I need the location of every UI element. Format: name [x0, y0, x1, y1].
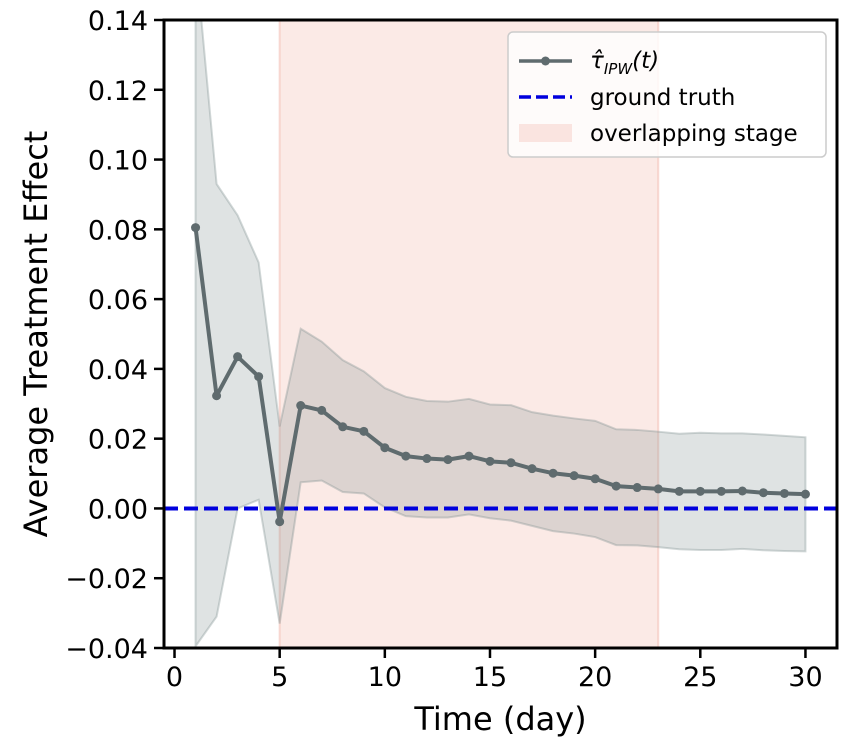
- legend-tau-label: τ̂IPW(t): [590, 48, 659, 78]
- tau-ipw-point: [275, 517, 285, 527]
- tau-ipw-point: [506, 458, 516, 468]
- tau-ipw-point: [401, 451, 411, 461]
- x-tick-label: 25: [683, 662, 717, 693]
- x-axis-title: Time (day): [413, 700, 586, 738]
- tau-ipw-point: [800, 489, 810, 499]
- tau-ipw-point: [359, 426, 369, 436]
- legend-tau-marker-swatch: [541, 56, 550, 66]
- x-tick-label: 5: [271, 662, 288, 693]
- tau-ipw-point: [569, 471, 579, 481]
- tau-ipw-point: [590, 474, 600, 484]
- legend-tau-symbol: τ̂: [590, 48, 604, 74]
- y-tick-label: −0.04: [65, 634, 148, 665]
- legend-overlap-swatch: [519, 124, 572, 142]
- legend: τ̂IPW(t) ground truth overlapping stage: [507, 31, 827, 158]
- tau-ipw-point: [695, 486, 705, 496]
- tau-ipw-point: [674, 486, 684, 496]
- x-tick-label: 10: [368, 662, 402, 693]
- legend-overlap-label: overlapping stage: [590, 121, 798, 147]
- x-tick-label: 30: [788, 662, 822, 693]
- tau-ipw-point: [212, 391, 222, 401]
- tau-ipw-point: [716, 486, 726, 496]
- tau-ipw-point: [464, 451, 474, 461]
- y-tick-label: 0.12: [88, 76, 148, 107]
- tau-ipw-point: [653, 484, 663, 494]
- tau-ipw-point: [443, 455, 453, 465]
- tau-ipw-point: [317, 405, 327, 415]
- legend-ground-truth-label: ground truth: [590, 85, 735, 111]
- tau-ipw-point: [191, 223, 201, 233]
- legend-tau-argument: (t): [632, 48, 659, 74]
- y-tick-label: −0.02: [65, 564, 148, 595]
- legend-tau-subscript: IPW: [604, 60, 633, 78]
- y-tick-label: 0.04: [88, 355, 148, 386]
- tau-ipw-point: [380, 443, 390, 453]
- x-tick-label: 20: [578, 662, 612, 693]
- y-axis: −0.04 −0.02 0.00 0.02 0.04 0.06 0.08 0.10 0.12 0.…: [65, 6, 164, 665]
- x-tick-label: 15: [473, 662, 507, 693]
- tau-ipw-points: [191, 223, 810, 527]
- y-tick-label: 0.14: [88, 6, 148, 37]
- legend-box: [507, 31, 827, 158]
- tau-ipw-point: [527, 464, 537, 474]
- tau-ipw-point: [422, 454, 432, 464]
- y-tick-label: 0.02: [88, 425, 148, 456]
- y-tick-label: 0.08: [88, 215, 148, 246]
- plot-frame: [162, 18, 839, 650]
- x-tick-label: 0: [166, 662, 183, 693]
- tau-ipw-point: [737, 486, 747, 496]
- x-axis: 0 5 10 15 20 25 30: [166, 648, 823, 693]
- tau-ipw-point: [632, 483, 642, 493]
- tau-ipw-point: [296, 401, 306, 411]
- y-tick-label: 0.00: [88, 494, 148, 525]
- tau-ipw-point: [548, 468, 558, 478]
- tau-ipw-point: [611, 481, 621, 491]
- tau-ipw-point: [758, 488, 768, 498]
- y-tick-label: 0.06: [88, 285, 148, 316]
- y-tick-label: 0.10: [88, 146, 148, 177]
- tau-ipw-point: [254, 372, 264, 382]
- tau-ipw-point: [779, 488, 789, 498]
- y-axis-title: Average Treatment Effect: [17, 131, 55, 538]
- tau-ipw-point: [233, 352, 243, 362]
- tau-ipw-point: [338, 422, 348, 432]
- tau-ipw-point: [485, 456, 495, 466]
